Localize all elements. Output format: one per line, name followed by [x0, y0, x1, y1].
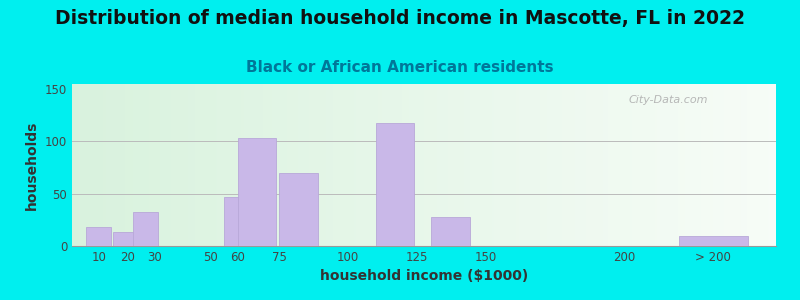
- Bar: [133, 212, 158, 246]
- Bar: [114, 232, 138, 246]
- Text: City-Data.com: City-Data.com: [628, 95, 708, 105]
- Bar: [86, 227, 110, 246]
- Bar: [279, 173, 318, 246]
- Bar: [679, 236, 748, 246]
- X-axis label: household income ($1000): household income ($1000): [320, 269, 528, 284]
- Bar: [224, 197, 249, 246]
- Text: Distribution of median household income in Mascotte, FL in 2022: Distribution of median household income …: [55, 9, 745, 28]
- Bar: [376, 123, 414, 246]
- Y-axis label: households: households: [26, 120, 39, 210]
- Bar: [431, 217, 470, 246]
- Bar: [238, 138, 276, 246]
- Text: Black or African American residents: Black or African American residents: [246, 60, 554, 75]
